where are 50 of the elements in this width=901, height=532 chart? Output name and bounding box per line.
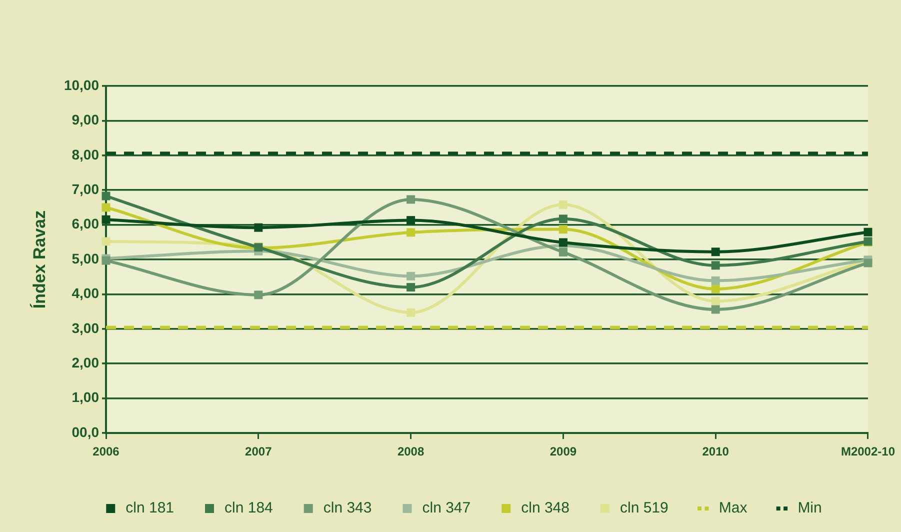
- point: [864, 228, 872, 236]
- y-tick-label: 9,00: [72, 112, 100, 128]
- legend-label: Max: [718, 500, 748, 517]
- legend-label: Min: [798, 500, 822, 517]
- y-tick-label: 1,00: [72, 389, 100, 406]
- point: [102, 203, 110, 212]
- legend-label: cln 519: [620, 500, 668, 517]
- y-tick-label: 5,00: [72, 250, 100, 266]
- point: [406, 216, 416, 225]
- x-tick-label: M2002-10: [840, 444, 896, 459]
- point: [711, 248, 720, 256]
- y-tick-label: 00,0: [72, 424, 100, 440]
- x-tick-label: 2006: [92, 444, 120, 459]
- point: [406, 228, 416, 237]
- point: [102, 215, 110, 224]
- legend-label: cln 347: [422, 500, 471, 517]
- legend-label: cln 184: [224, 500, 273, 517]
- point: [102, 237, 110, 246]
- x-tick-label: 2009: [550, 444, 577, 459]
- point: [406, 283, 416, 292]
- x-tick-label: 2008: [397, 444, 424, 459]
- y-tick-label: 2,00: [72, 354, 100, 370]
- point: [711, 276, 720, 285]
- point: [254, 290, 263, 300]
- y-tick-label: 3,00: [72, 320, 100, 336]
- point: [558, 200, 568, 209]
- legend-label: cln 348: [521, 500, 570, 517]
- y-tick-label: 4,00: [72, 285, 100, 302]
- y-tick-label: 7,00: [72, 180, 100, 197]
- point: [254, 223, 263, 232]
- x-tick-label: 2007: [245, 444, 272, 459]
- point: [406, 272, 416, 280]
- point: [711, 261, 720, 270]
- y-axis-title: Índex Ravaz: [28, 210, 49, 309]
- y-tick-label: 8,00: [72, 146, 100, 162]
- point: [558, 214, 568, 224]
- point: [406, 308, 416, 317]
- y-tick-label: 6,00: [72, 216, 100, 232]
- legend-label: cln 181: [126, 500, 174, 517]
- x-tick-label: 2010: [702, 444, 730, 459]
- point: [711, 305, 720, 314]
- point: [406, 195, 416, 204]
- point: [558, 238, 568, 247]
- point: [711, 284, 720, 294]
- legend-label: cln 343: [323, 500, 372, 517]
- point: [864, 258, 872, 268]
- point: [558, 248, 568, 256]
- point: [711, 296, 720, 306]
- point: [558, 225, 568, 234]
- y-tick-label: 10,00: [64, 76, 100, 93]
